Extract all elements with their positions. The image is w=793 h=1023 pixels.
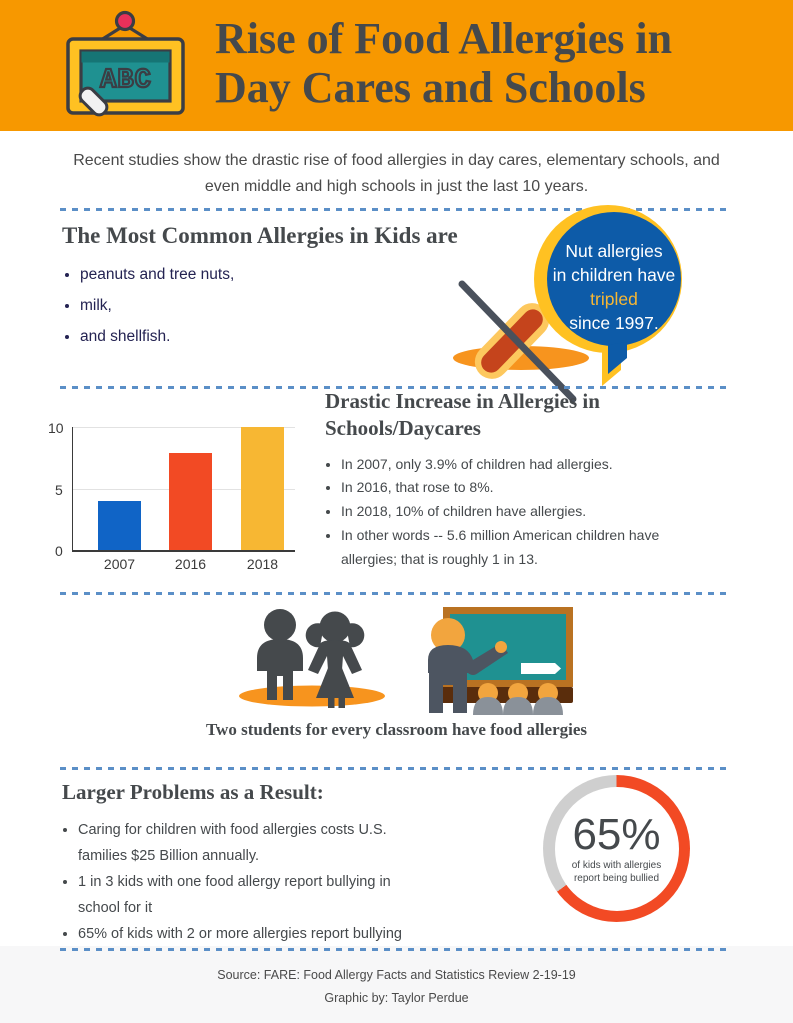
- svg-text:tripled: tripled: [590, 289, 638, 309]
- svg-text:ABC: ABC: [100, 66, 152, 96]
- svg-text:since 1997.: since 1997.: [569, 313, 659, 333]
- svg-text:Nut allergies: Nut allergies: [565, 241, 663, 261]
- svg-text:in children have: in children have: [553, 265, 676, 285]
